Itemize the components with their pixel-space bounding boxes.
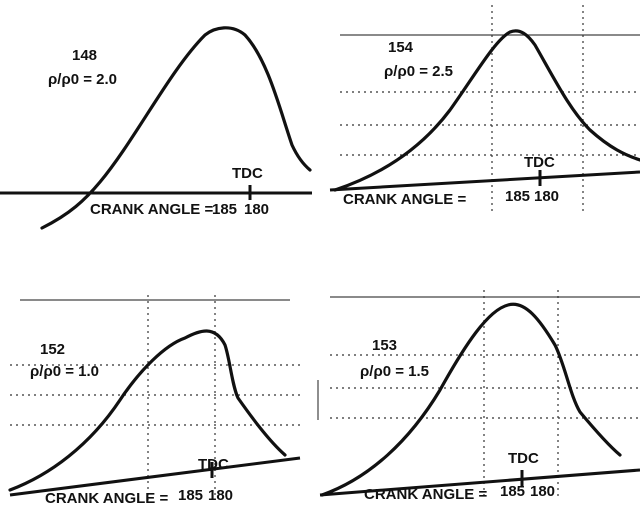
- tick-label: 185: [212, 201, 237, 218]
- run-number: 153: [372, 337, 397, 354]
- baseline: [330, 172, 640, 190]
- panel: 148 ρ/ρ0 = 2.0 TDC CRANK ANGLE = 185 180: [0, 28, 312, 228]
- tdc-label: TDC: [508, 450, 539, 467]
- density-ratio: ρ/ρ0 = 1.5: [360, 363, 429, 380]
- tick-label: 180: [530, 483, 555, 500]
- density-ratio: ρ/ρ0 = 2.5: [384, 63, 453, 80]
- axis-label: CRANK ANGLE =: [90, 201, 213, 218]
- tick-label: 180: [534, 188, 559, 205]
- density-ratio: ρ/ρ0 = 1.0: [30, 363, 99, 380]
- pressure-trace: [335, 31, 640, 190]
- axis-label: CRANK ANGLE =: [343, 191, 466, 208]
- panel: 154 ρ/ρ0 = 2.5 TDC CRANK ANGLE = 185 180: [330, 5, 640, 215]
- tdc-label: TDC: [232, 165, 263, 182]
- density-ratio: ρ/ρ0 = 2.0: [48, 71, 117, 88]
- run-number: 152: [40, 341, 65, 358]
- run-number: 148: [72, 47, 97, 64]
- panel: 152 ρ/ρ0 = 1.0 TDC CRANK ANGLE = 185 180: [10, 295, 300, 507]
- axis-label: CRANK ANGLE =: [45, 490, 168, 507]
- tdc-label: TDC: [524, 154, 555, 171]
- tick-label: 180: [208, 487, 233, 504]
- tick-label: 185: [500, 483, 525, 500]
- run-number: 154: [388, 39, 414, 56]
- tick-label: 185: [505, 188, 530, 205]
- pressure-trace: [322, 304, 620, 495]
- tdc-label: TDC: [198, 456, 229, 473]
- tick-label: 180: [244, 201, 269, 218]
- panel: 153 ρ/ρ0 = 1.5 TDC CRANK ANGLE = 185 180: [318, 290, 640, 503]
- axis-label: CRANK ANGLE =: [364, 486, 487, 503]
- figure: 148 ρ/ρ0 = 2.0 TDC CRANK ANGLE = 185 180…: [0, 0, 640, 509]
- tick-label: 185: [178, 487, 203, 504]
